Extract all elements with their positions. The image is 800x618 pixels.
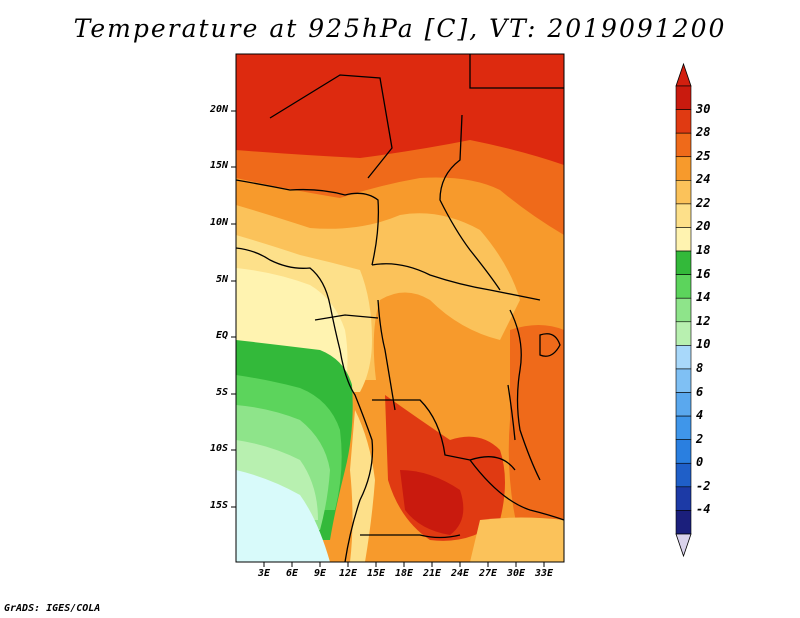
colorbar-tick-label: 8 (696, 360, 704, 375)
colorbar-tick-label: 14 (696, 290, 711, 305)
colorbar-swatch (675, 368, 692, 393)
colorbar-tick-label: 25 (696, 148, 711, 163)
map-frame (235, 53, 565, 563)
colorbar-swatch (675, 297, 692, 323)
coastline-west (236, 247, 374, 562)
border-great-lakes (509, 309, 541, 481)
colorbar-swatch (675, 462, 692, 488)
colorbar-tick-label: 24 (696, 172, 711, 187)
border-congo-drc (377, 299, 396, 411)
lon-label-9e: 9E (313, 568, 327, 579)
lake-victoria (539, 333, 561, 357)
colorbar-swatch (675, 345, 692, 370)
colorbar-tick-label: 12 (696, 313, 711, 328)
colorbar-tick-label: 20 (696, 219, 711, 234)
lon-label-12e: 12E (338, 568, 358, 579)
lon-label-30e: 30E (506, 568, 526, 579)
colorbar-tick-label: 10 (696, 337, 711, 352)
credit-text: GrADS: IGES/COLA (4, 603, 101, 614)
colorbar-swatch (675, 109, 692, 134)
lat-label-10s: 10S (209, 443, 228, 454)
lon-ticks (263, 562, 545, 567)
border-angola-drc (372, 399, 516, 471)
colorbar-tick-label: 30 (696, 101, 711, 116)
lat-label-20n: 20N (209, 104, 228, 115)
lat-label-15n: 15N (209, 160, 228, 171)
border-gabon (314, 314, 379, 321)
field-amber-se (470, 517, 564, 562)
map-borders (236, 54, 564, 562)
colorbar-swatch (675, 180, 692, 205)
colorbar-swatch (675, 415, 692, 440)
colorbar-tick-label: 16 (696, 266, 711, 281)
colorbar-tick-label: 4 (696, 408, 704, 423)
lon-label-21e: 21E (422, 568, 442, 579)
lat-label-15s: 15S (209, 500, 228, 511)
lon-label-18e: 18E (394, 568, 414, 579)
lon-label-27e: 27E (478, 568, 498, 579)
colorbar-swatch (675, 156, 692, 181)
colorbar-tick-label: 22 (696, 195, 711, 210)
lat-ticks (231, 110, 236, 508)
colorbar (675, 62, 692, 558)
colorbar-tick-label: 28 (696, 125, 711, 140)
colorbar-tick-label: 2 (696, 431, 704, 446)
lon-label-15e: 15E (366, 568, 386, 579)
colorbar-swatch (675, 439, 692, 464)
colorbar-swatch (675, 274, 692, 299)
lat-label-10n: 10N (209, 217, 228, 228)
colorbar-tick-label: 0 (696, 455, 704, 470)
border-chad-sudan (439, 114, 501, 291)
field-coast-strip (350, 410, 375, 562)
colorbar-swatch (675, 486, 692, 511)
colorbar-over-triangle (675, 62, 692, 87)
colorbar-tick-label: 18 (696, 243, 711, 258)
colorbar-swatch (675, 510, 692, 535)
lon-label-33e: 33E (534, 568, 554, 579)
colorbar-tick-label: -4 (696, 502, 711, 517)
chart-title: Temperature at 925hPa [C], VT: 201909120… (73, 14, 727, 43)
lon-label-3e: 3E (257, 568, 271, 579)
border-egypt-sudan (469, 54, 564, 89)
colorbar-swatch (675, 85, 692, 110)
colorbar-tick-label: -2 (696, 478, 711, 493)
colorbar-swatch (675, 392, 692, 417)
colorbar-tick-label: 6 (696, 384, 704, 399)
field-ice (236, 470, 330, 562)
lat-label-5n: 5N (215, 274, 228, 285)
lake-tanganyika (507, 384, 516, 441)
colorbar-swatch (675, 132, 692, 158)
border-sahel (236, 179, 380, 266)
lat-label-5s: 5S (215, 387, 228, 398)
border-libya-chad (269, 74, 393, 179)
lat-label-eq: EQ (215, 330, 228, 341)
border-angola-namibia (360, 534, 461, 539)
border-zambia (469, 459, 564, 521)
colorbar-swatch (675, 203, 692, 228)
colorbar-swatch (675, 227, 692, 252)
colorbar-swatch (675, 321, 692, 346)
colorbar-under-triangle (675, 533, 692, 558)
lon-label-6e: 6E (285, 568, 299, 579)
field-hot-core (400, 470, 464, 535)
colorbar-swatch (675, 250, 692, 275)
temperature-field (236, 54, 564, 562)
border-car-drc (371, 263, 541, 301)
lon-label-24e: 24E (450, 568, 470, 579)
field-east-warm (508, 325, 564, 562)
